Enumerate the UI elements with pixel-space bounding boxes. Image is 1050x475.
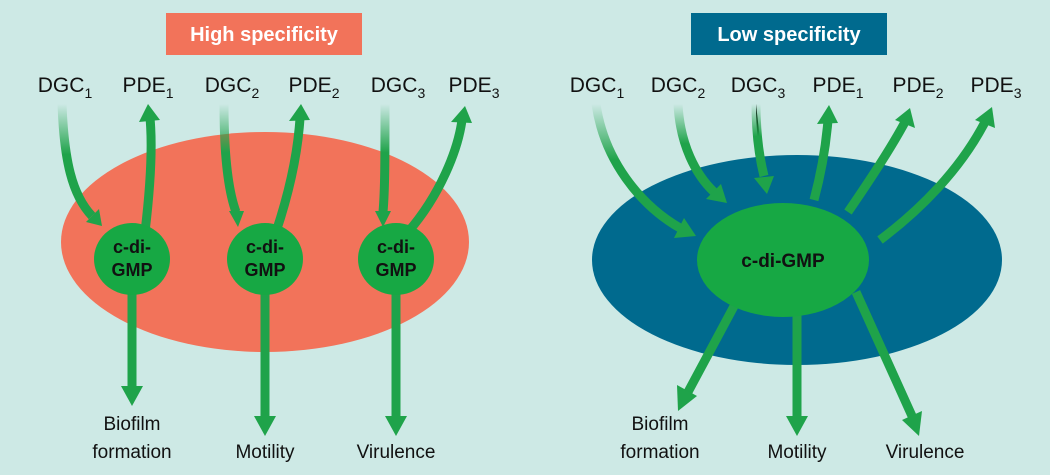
high-dgc-arrow [57, 103, 96, 220]
high-title-box [166, 13, 362, 55]
low-enzyme-label: DGC3 [731, 74, 786, 101]
high-node-label: c-di- [246, 237, 284, 257]
high-enzyme-label: DGC2 [205, 74, 260, 101]
high-outcome-label: Motility [235, 442, 295, 463]
high-pde-arrowhead [139, 104, 160, 122]
low-pde-arrows [809, 105, 995, 244]
high-enzyme-label: PDE1 [123, 74, 174, 101]
low-dgc-arrowhead [674, 218, 696, 238]
high-dgc-arrow [378, 103, 390, 213]
high-outcome-label: Virulence [357, 442, 436, 463]
low-pde-arrowhead [817, 105, 838, 124]
low-outcome-arrows [677, 290, 922, 436]
high-node-label: GMP [244, 260, 285, 280]
high-pde-arrow [404, 119, 467, 235]
high-node: c-di- GMP [227, 223, 303, 295]
high-enzyme-label: PDE2 [289, 74, 340, 101]
low-pde-arrow [877, 119, 989, 244]
low-dgc-arrow [673, 103, 718, 196]
low-enzyme-labels: DGC1 DGC2 DGC3 PDE1 PDE2 PDE3 [570, 74, 1022, 101]
low-outcome-labels: Biofilm formation Motility Virulence [620, 414, 964, 463]
high-dgc-arrow [219, 103, 241, 214]
high-enzyme-labels: DGC1 PDE1 DGC2 PDE2 DGC3 PDE3 [38, 74, 500, 101]
low-title: Low specificity [717, 24, 861, 46]
high-node: c-di- GMP [358, 223, 434, 295]
low-outcome-label: Biofilm [631, 414, 688, 435]
low-dgc-arrow [591, 103, 683, 232]
low-node-label: c-di-GMP [741, 251, 825, 272]
high-enzyme-label: DGC1 [38, 74, 93, 101]
low-dgc-arrowhead [706, 184, 727, 203]
high-outcome-label: Biofilm [103, 414, 160, 435]
high-node-label: c-di- [377, 237, 415, 257]
low-dgc-arrow-fade [751, 103, 769, 178]
low-enzyme-label: PDE3 [971, 74, 1022, 101]
high-outcome-labels: Biofilm formation Motility Virulence [92, 414, 435, 463]
low-node-ellipse [697, 203, 869, 317]
low-enzyme-label: PDE1 [813, 74, 864, 101]
low-outcome-arrow [851, 290, 917, 418]
high-outcome-arrowhead [385, 416, 407, 436]
low-pde-arrow [844, 119, 909, 215]
low-outcome-arrowhead [677, 385, 697, 411]
low-outcome-arrowhead [902, 411, 922, 436]
high-node-label: GMP [111, 260, 152, 280]
low-node: c-di-GMP [697, 203, 869, 317]
low-pde-arrow [809, 119, 833, 202]
low-enzyme-label: PDE2 [893, 74, 944, 101]
high-pde-arrow [140, 117, 156, 233]
high-specificity-panel: High specificity DGC1 PDE1 DGC2 PDE2 DGC… [38, 13, 500, 463]
low-enzyme-label: DGC2 [651, 74, 706, 101]
high-enzyme-label: PDE3 [449, 74, 500, 101]
low-outcome-label: Motility [767, 442, 827, 463]
low-outcome-label: formation [620, 442, 699, 463]
high-pde-arrowhead [451, 106, 472, 123]
low-outcome-label: Virulence [886, 442, 965, 463]
low-enzyme-label: DGC1 [570, 74, 625, 101]
low-outcome-arrow [684, 292, 744, 395]
high-node-label: GMP [375, 260, 416, 280]
high-dgc-arrows [57, 103, 391, 227]
high-outcome-arrowhead [121, 386, 143, 406]
high-pde-arrowhead [289, 104, 310, 121]
high-node-ellipse [358, 223, 434, 295]
high-dgc-arrowhead [229, 211, 244, 227]
high-pde-arrow [271, 117, 305, 234]
low-pde-arrowhead [895, 108, 915, 128]
high-dgc-arrowhead [86, 209, 102, 226]
low-dgc-arrowhead [754, 176, 774, 194]
high-node-ellipse [94, 223, 170, 295]
high-node-ellipse [227, 223, 303, 295]
low-title-box [691, 13, 887, 55]
high-node-label: c-di- [113, 237, 151, 257]
high-title: High specificity [190, 24, 339, 46]
low-specificity-panel: Low specificity DGC1 DGC2 DGC3 PDE1 PDE2… [570, 13, 1022, 463]
high-dgc-arrowhead [375, 211, 391, 227]
high-enzyme-label: DGC3 [371, 74, 426, 101]
high-outcome-arrows [121, 290, 407, 436]
high-outcome-arrowhead [254, 416, 276, 436]
high-outcome-label: formation [92, 442, 171, 463]
low-outcome-arrowhead [786, 416, 808, 436]
high-node: c-di- GMP [94, 223, 170, 295]
high-pde-arrows [139, 104, 472, 235]
low-dgc-arrows [591, 103, 774, 238]
low-pde-arrowhead [975, 107, 995, 128]
